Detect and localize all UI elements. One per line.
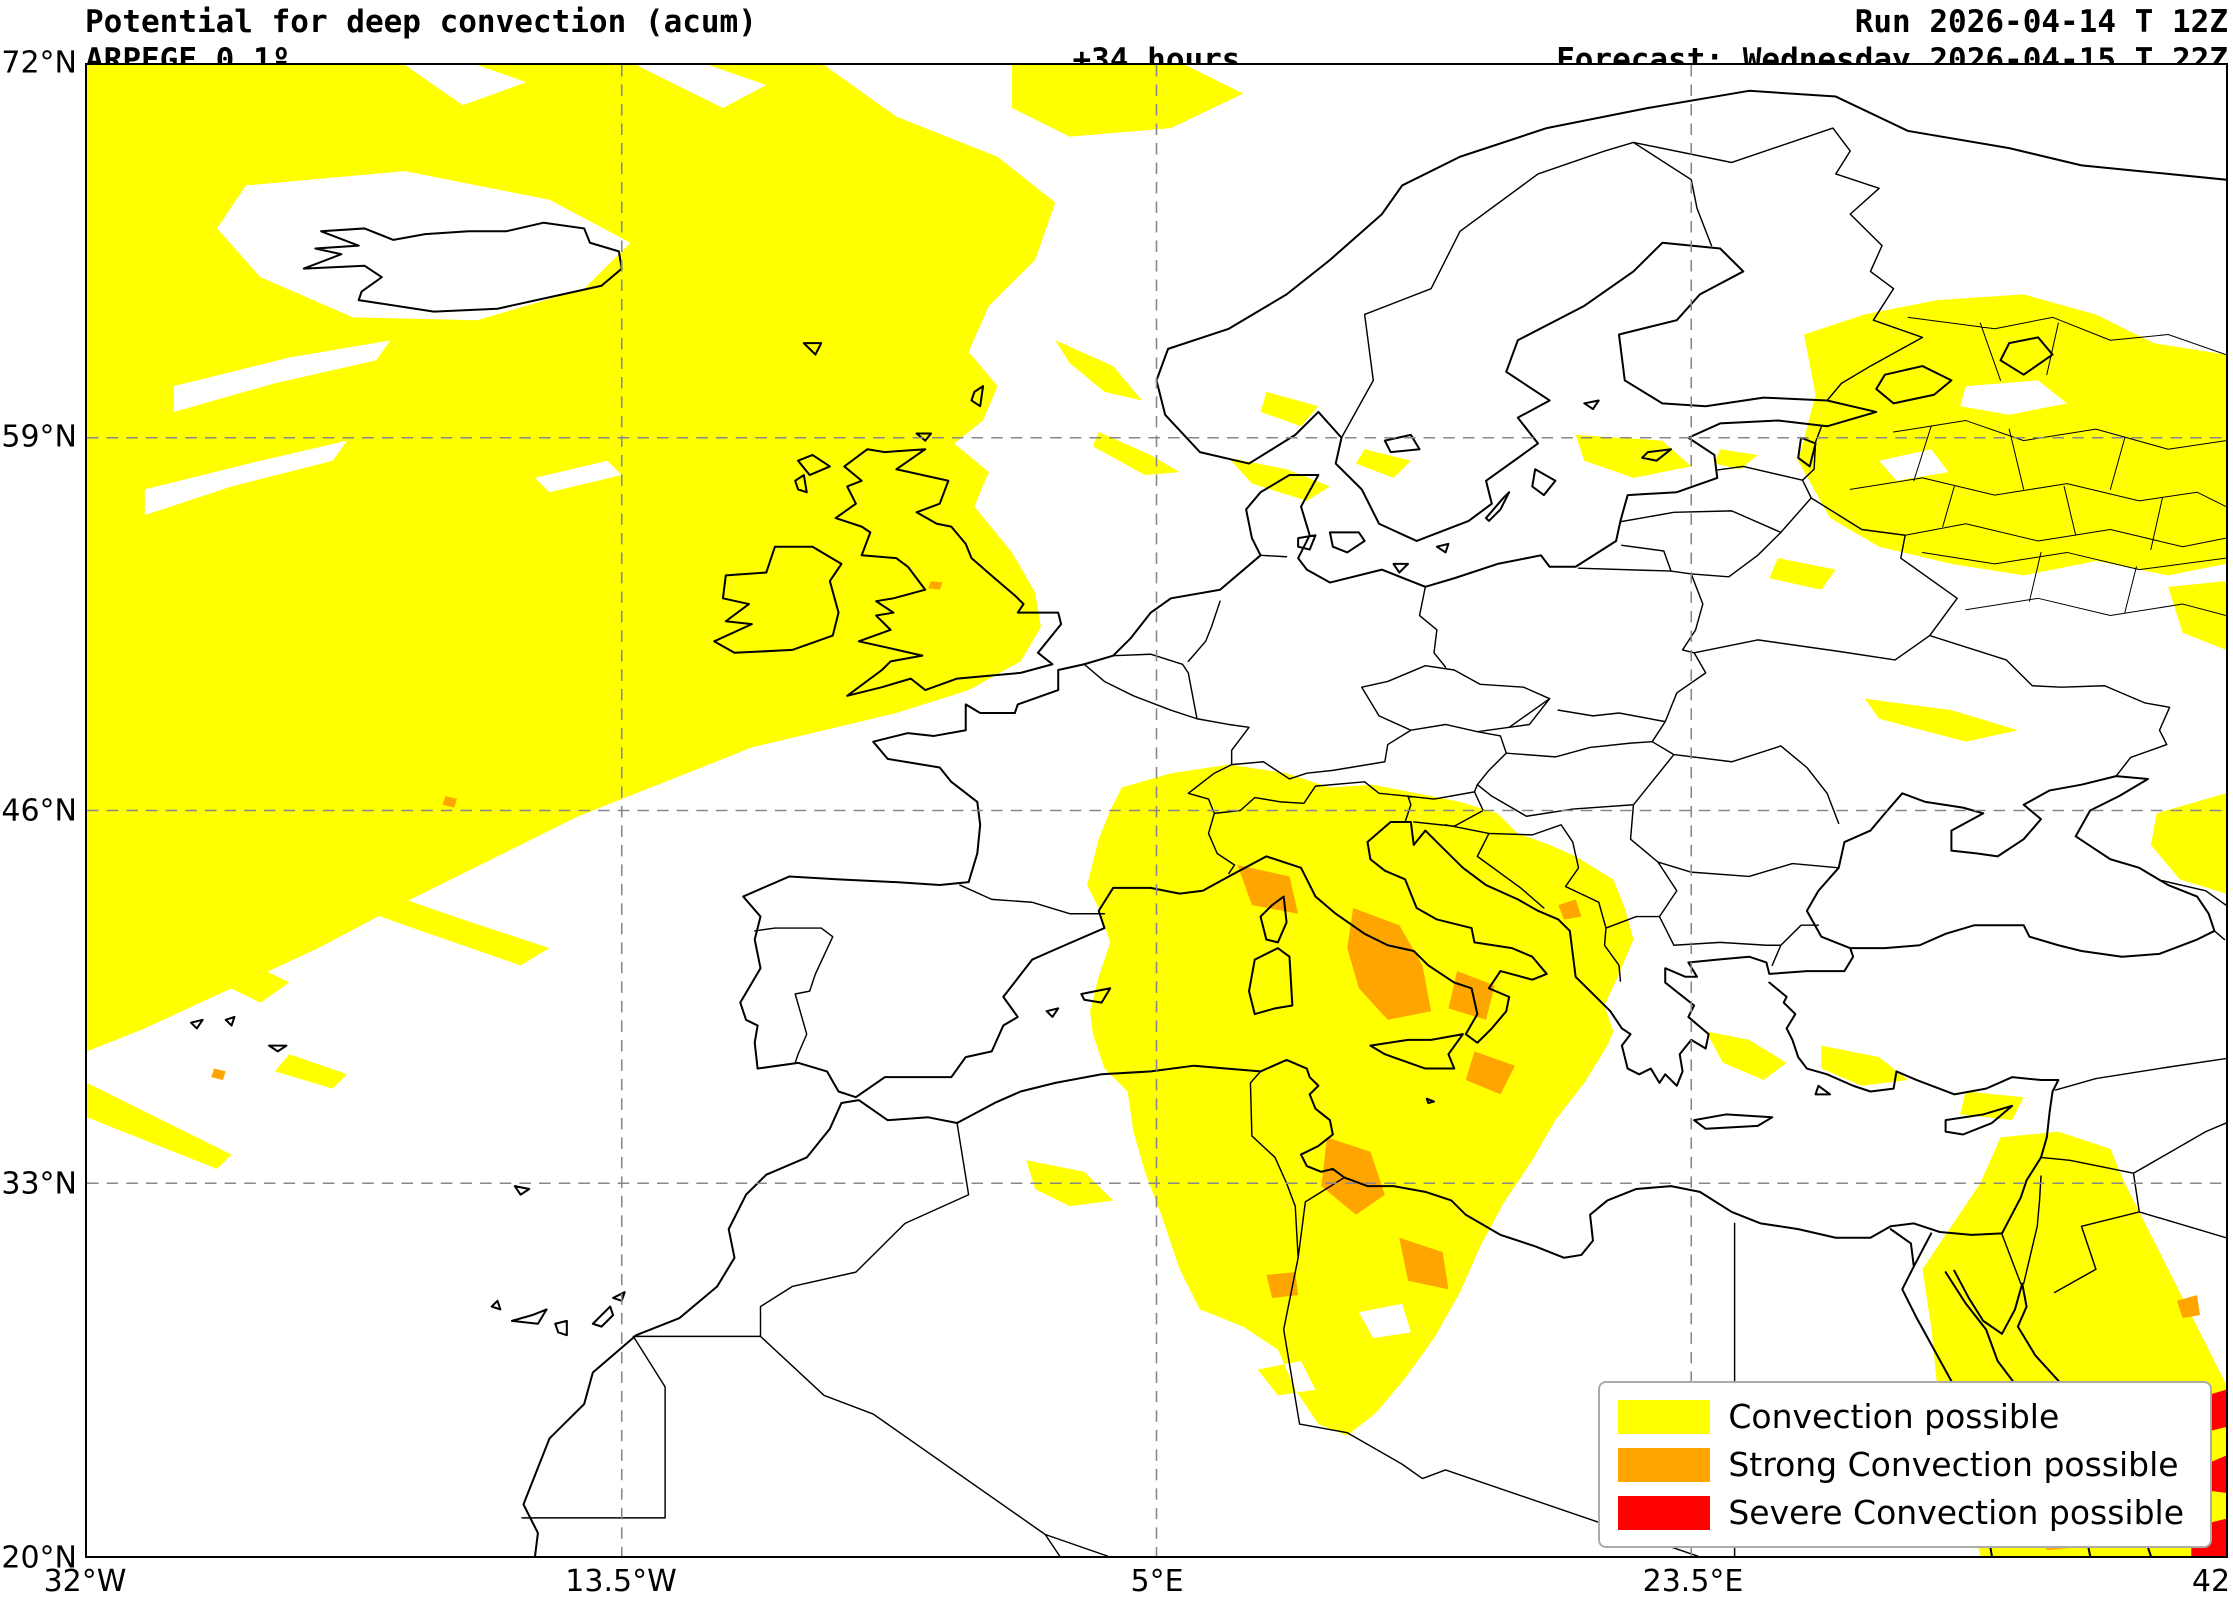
coastlines	[190, 89, 2226, 1556]
strong-convection-color-swatch	[1618, 1447, 1711, 1482]
severe-convection-color-swatch	[1618, 1495, 1711, 1530]
map-canvas	[87, 65, 2226, 1556]
legend-label: Convection possible	[1728, 1397, 2060, 1436]
convection-color-swatch	[1618, 1399, 1711, 1434]
lat-tick-33n: 33°N	[1, 1166, 77, 1202]
legend-item-strong-convection: Strong Convection possible	[1618, 1445, 2184, 1484]
legend-label: Severe Convection possible	[1728, 1493, 2184, 1532]
legend-label: Strong Convection possible	[1728, 1445, 2179, 1484]
lat-tick-72n: 72°N	[1, 45, 77, 81]
lon-tick-13-5w: 13.5°W	[565, 1564, 677, 1599]
legend-item-severe-convection: Severe Convection possible	[1618, 1493, 2184, 1532]
lon-tick-42e: 42°E	[2191, 1564, 2233, 1599]
lon-tick-32w: 32°W	[43, 1564, 127, 1599]
run-timestamp: Run 2026-04-14 T 12Z	[1854, 4, 2228, 40]
page-title: Potential for deep convection (acum)	[85, 4, 757, 40]
lon-tick-5e: 5°E	[1130, 1564, 1184, 1599]
country-borders	[521, 127, 2226, 1556]
legend: Convection possible Strong Convection po…	[1598, 1381, 2212, 1548]
graticule-gridlines	[87, 65, 2226, 1556]
legend-item-convection: Convection possible	[1618, 1397, 2184, 1436]
map-plot-area: Convection possible Strong Convection po…	[85, 63, 2228, 1558]
convection-possible-regions	[87, 65, 2226, 1556]
lat-tick-59n: 59°N	[1, 419, 77, 455]
lat-tick-46n: 46°N	[1, 793, 77, 829]
lon-tick-23-5e: 23.5°E	[1642, 1564, 1744, 1599]
lat-tick-20n: 20°N	[1, 1540, 77, 1576]
